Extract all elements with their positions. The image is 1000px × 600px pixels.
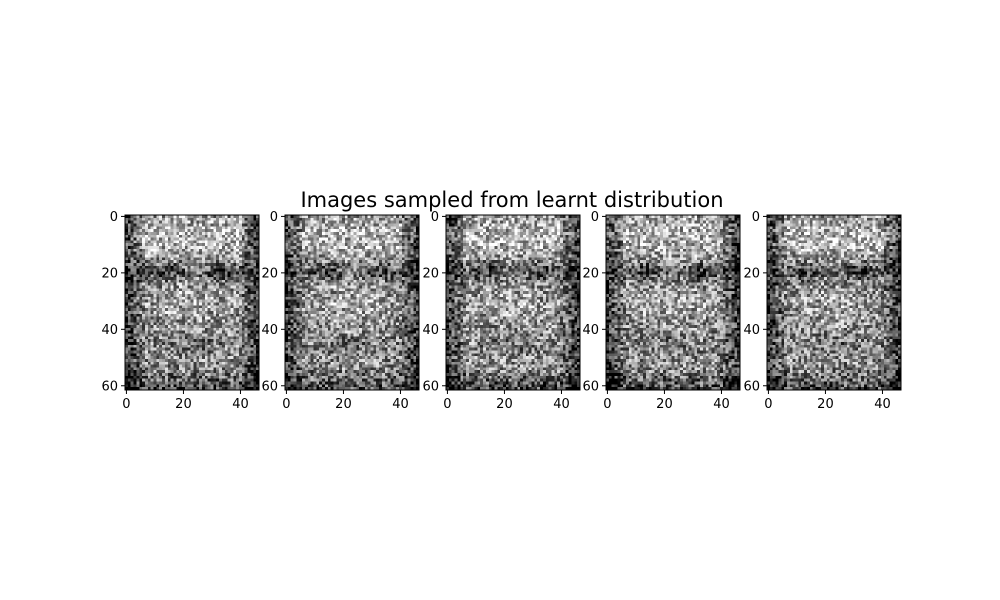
sample-image-pixels [606, 215, 741, 391]
y-tick-label: 40 [743, 323, 760, 338]
y-tick-label: 0 [431, 210, 439, 225]
sample-image-panel-3: 0 20 40 0 20 40 60 [422, 210, 581, 412]
x-tick-label: 0 [764, 397, 772, 412]
y-tick-label: 0 [270, 210, 278, 225]
x-tick-label: 20 [175, 397, 192, 412]
sample-images-grid: 0 20 40 0 20 40 60 0 20 40 0 20 40 60 0 20 40 0 20 40 60 0 20 4… [101, 210, 902, 412]
axes-frame [605, 214, 741, 391]
y-tick-label: 40 [582, 323, 599, 338]
x-tick-label: 20 [817, 397, 834, 412]
y-tick-label: 0 [110, 210, 118, 225]
x-tick-label: 40 [713, 397, 730, 412]
x-tick-label: 40 [232, 397, 249, 412]
x-tick-label: 0 [603, 397, 611, 412]
x-tick-label: 20 [335, 397, 352, 412]
axes-frame [124, 214, 260, 391]
y-tick-label: 40 [261, 323, 278, 338]
y-tick-label: 60 [743, 379, 760, 394]
sample-image-pixels [125, 215, 260, 391]
y-tick-label: 0 [752, 210, 760, 225]
x-tick-label: 40 [874, 397, 891, 412]
y-tick-label: 20 [582, 266, 599, 281]
sample-image-pixels [767, 215, 902, 391]
y-tick-label: 60 [101, 379, 118, 394]
chart-title: Images sampled from learnt distribution [300, 188, 723, 212]
axes-frame [445, 214, 581, 391]
x-tick-label: 20 [656, 397, 673, 412]
y-tick-label: 20 [101, 266, 118, 281]
sample-image-panel-2: 0 20 40 0 20 40 60 [261, 210, 420, 412]
sample-image-panel-4: 0 20 40 0 20 40 60 [582, 210, 741, 412]
y-tick-label: 20 [743, 266, 760, 281]
x-tick-label: 40 [553, 397, 570, 412]
x-tick-label: 20 [496, 397, 513, 412]
y-tick-label: 0 [591, 210, 599, 225]
y-tick-label: 40 [101, 323, 118, 338]
y-tick-label: 60 [261, 379, 278, 394]
x-tick-label: 0 [282, 397, 290, 412]
sample-image-panel-1: 0 20 40 0 20 40 60 [101, 210, 260, 412]
x-tick-label: 0 [122, 397, 130, 412]
axes-frame [284, 214, 420, 391]
sample-image-pixels [446, 215, 581, 391]
axes-frame [766, 214, 902, 391]
y-tick-label: 60 [422, 379, 439, 394]
y-tick-label: 20 [261, 266, 278, 281]
y-tick-label: 40 [422, 323, 439, 338]
x-tick-label: 40 [392, 397, 409, 412]
y-tick-label: 20 [422, 266, 439, 281]
sample-image-pixels [285, 215, 420, 391]
x-tick-label: 0 [443, 397, 451, 412]
y-tick-label: 60 [582, 379, 599, 394]
sample-image-panel-5: 0 20 40 0 20 40 60 [743, 210, 902, 412]
